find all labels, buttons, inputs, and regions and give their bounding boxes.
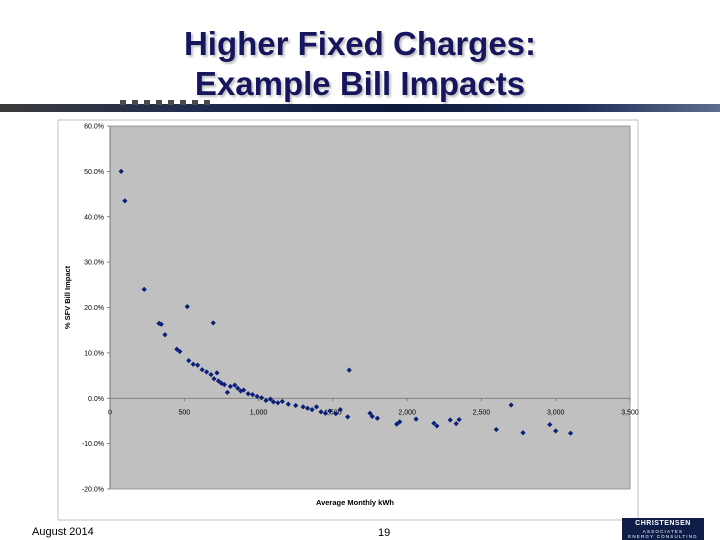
data-point xyxy=(456,416,462,423)
y-tick-label: -20.0% xyxy=(82,487,104,494)
data-point xyxy=(313,404,320,410)
page-number: 19 xyxy=(378,527,391,539)
data-point xyxy=(162,332,168,338)
data-point xyxy=(267,396,274,402)
data-point xyxy=(431,420,437,426)
data-point xyxy=(453,421,459,427)
x-tick-label: 1,500 xyxy=(324,409,342,416)
y-axis-ticks: -20.0% -10.0% 0.0% 10.0% 20.0% 30.0% 40.0% 50.0… xyxy=(82,124,110,494)
data-point xyxy=(300,404,306,410)
data-points xyxy=(118,168,574,436)
data-point xyxy=(184,303,190,310)
data-point xyxy=(254,393,260,400)
data-point xyxy=(177,348,183,355)
data-point xyxy=(211,376,217,382)
y-tick-label: 40.0% xyxy=(84,214,104,221)
data-point xyxy=(221,382,227,388)
data-point xyxy=(318,409,324,415)
x-tick-label: 500 xyxy=(178,409,190,416)
y-tick-label: 60.0% xyxy=(84,124,104,131)
data-point xyxy=(263,397,269,404)
data-point xyxy=(279,398,285,405)
data-point xyxy=(333,411,339,417)
x-axis-label: Average Monthly kWh xyxy=(316,498,394,507)
x-tick-label: 3,500 xyxy=(621,409,639,416)
data-point xyxy=(158,321,164,327)
data-point xyxy=(567,430,574,436)
data-point xyxy=(508,402,514,408)
data-point xyxy=(215,378,222,384)
data-point xyxy=(346,367,352,373)
y-tick-label: 20.0% xyxy=(84,305,104,312)
header-banner xyxy=(0,104,720,112)
logo-tagline-1: ASSOCIATES xyxy=(642,529,684,534)
data-point xyxy=(367,410,373,416)
data-point xyxy=(285,401,291,407)
data-point xyxy=(208,372,214,378)
data-point xyxy=(413,416,419,422)
data-point xyxy=(447,417,453,423)
data-point xyxy=(214,370,220,376)
title-line-2: Example Bill Impacts xyxy=(194,65,526,102)
data-point xyxy=(394,421,400,427)
data-point xyxy=(553,428,559,434)
data-point xyxy=(195,362,201,368)
plot-area xyxy=(109,125,631,490)
data-point xyxy=(232,382,238,388)
data-point xyxy=(227,383,233,390)
data-point xyxy=(190,361,196,367)
data-point xyxy=(493,426,499,433)
data-point xyxy=(250,392,256,398)
data-point xyxy=(235,385,241,391)
data-point xyxy=(122,198,128,204)
title-line-1: Higher Fixed Charges: xyxy=(183,25,537,62)
data-point xyxy=(397,419,403,425)
y-tick-label: 50.0% xyxy=(84,169,104,176)
data-point xyxy=(547,421,553,428)
data-point xyxy=(305,405,311,411)
data-point xyxy=(245,391,251,397)
data-point xyxy=(258,395,265,401)
y-tick-label: 30.0% xyxy=(84,260,104,267)
data-point xyxy=(241,387,247,393)
data-point xyxy=(210,320,216,326)
y-tick-label: -10.0% xyxy=(82,441,104,448)
x-tick-label: 2,000 xyxy=(398,409,416,416)
data-point xyxy=(156,320,162,326)
data-point xyxy=(141,286,147,292)
data-point xyxy=(270,399,277,405)
company-logo: CHRISTENSEN ASSOCIATES ENERGY CONSULTING xyxy=(622,518,704,540)
y-tick-label: 10.0% xyxy=(84,350,104,357)
data-point xyxy=(327,408,333,414)
data-point xyxy=(520,430,526,436)
y-tick-label: 0.0% xyxy=(88,396,104,403)
data-point xyxy=(345,414,351,420)
data-point xyxy=(186,357,192,364)
data-point xyxy=(369,413,375,419)
data-point xyxy=(337,406,343,413)
data-point xyxy=(224,389,230,395)
data-point xyxy=(199,367,205,373)
logo-tagline-2: ENERGY CONSULTING xyxy=(628,534,698,539)
data-point xyxy=(275,400,281,406)
footer-date: August 2014 xyxy=(32,526,94,538)
data-point xyxy=(434,423,440,429)
x-tick-label: 2,500 xyxy=(473,409,491,416)
data-point xyxy=(174,346,180,352)
y-axis-label: % SFV Bill Impact xyxy=(63,265,72,329)
data-point xyxy=(118,168,124,174)
data-point xyxy=(309,406,315,413)
data-point xyxy=(203,369,210,375)
logo-name: CHRISTENSEN xyxy=(635,520,691,527)
x-tick-label: 1,000 xyxy=(250,409,268,416)
slide-title: Higher Fixed Charges: Example Bill Impac… xyxy=(0,24,720,104)
data-point xyxy=(293,402,299,409)
x-tick-label: 3,000 xyxy=(547,409,565,416)
banner-decoration xyxy=(120,100,210,105)
data-point xyxy=(374,415,381,421)
data-point xyxy=(322,410,329,416)
